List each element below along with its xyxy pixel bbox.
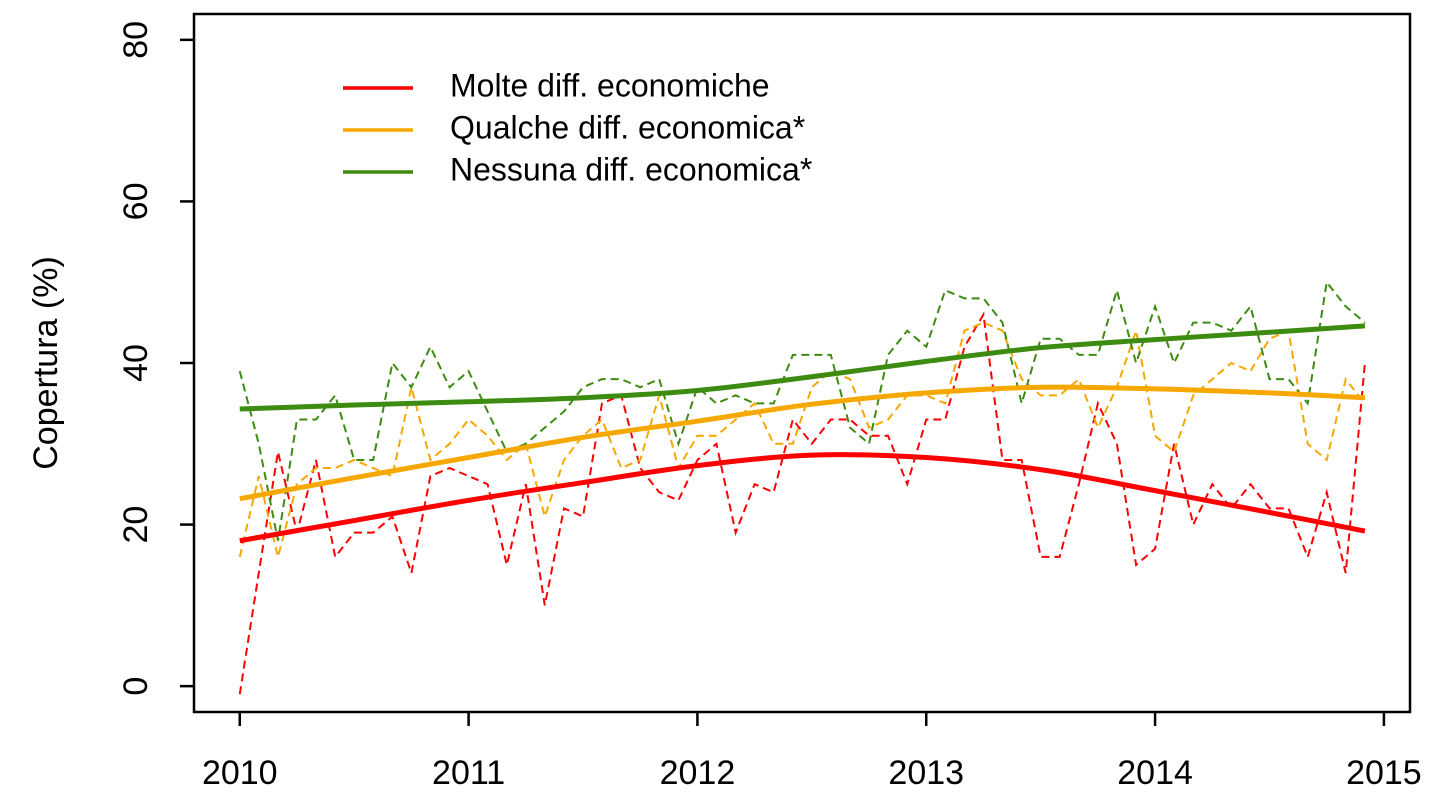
y-tick-label: 40: [117, 344, 155, 382]
legend-label: Qualche diff. economica*: [450, 109, 805, 145]
legend-label: Molte diff. economiche: [450, 67, 770, 103]
monthly-line: [238, 311, 1366, 695]
y-tick-label: 0: [117, 677, 155, 696]
y-tick-label: 80: [117, 21, 155, 59]
trend-line: [239, 452, 1366, 544]
trend-line: [239, 323, 1366, 412]
x-tick-label: 2010: [202, 754, 278, 792]
x-tick-label: 2014: [1117, 754, 1193, 792]
monthly-line: [238, 279, 1366, 541]
x-tick-label: 2015: [1346, 754, 1422, 792]
y-tick-label: 20: [117, 506, 155, 544]
trend-line: [239, 384, 1366, 502]
y-tick-label: 60: [117, 183, 155, 221]
x-tick-label: 2011: [432, 754, 505, 792]
legend-label: Nessuna diff. economica*: [450, 151, 812, 187]
x-tick-label: 2013: [888, 754, 964, 792]
x-tick-label: 2012: [660, 754, 736, 792]
monthly-line: [238, 321, 1366, 558]
y-axis-label: Copertura (%): [27, 256, 65, 470]
